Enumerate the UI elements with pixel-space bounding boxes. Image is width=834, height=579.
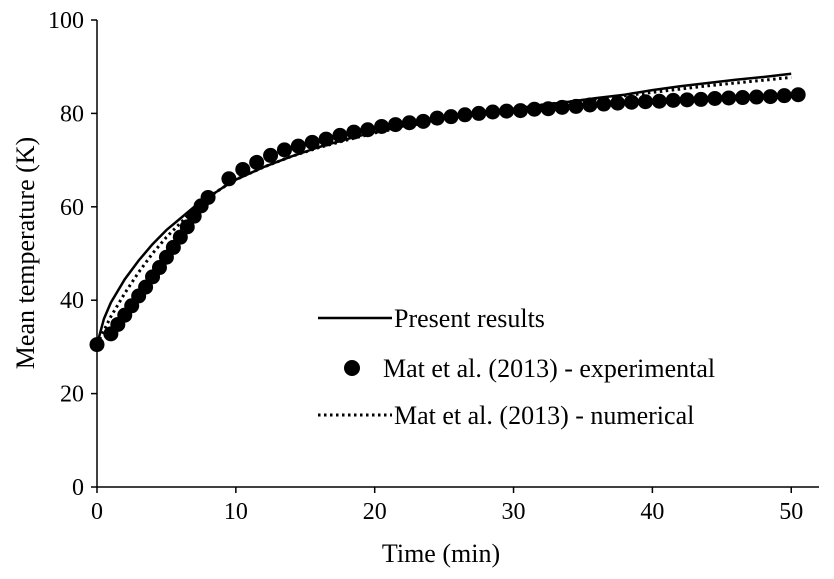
y-tick-label: 60 xyxy=(60,195,84,221)
y-tick-label: 20 xyxy=(60,382,84,408)
data-point-mat-et-al-2013-experimental xyxy=(443,109,459,125)
data-point-mat-et-al-2013-experimental xyxy=(624,94,640,110)
data-point-mat-et-al-2013-experimental xyxy=(318,131,334,147)
data-point-mat-et-al-2013-experimental xyxy=(526,101,542,117)
data-point-mat-et-al-2013-experimental xyxy=(651,93,667,109)
data-point-mat-et-al-2013-experimental xyxy=(276,142,292,158)
data-point-mat-et-al-2013-experimental xyxy=(665,92,681,108)
data-point-mat-et-al-2013-experimental xyxy=(221,171,237,187)
data-point-mat-et-al-2013-experimental xyxy=(304,134,320,150)
y-tick-label: 0 xyxy=(72,475,84,501)
legend-label-numerical: Mat et al. (2013) - numerical xyxy=(394,401,694,430)
data-point-mat-et-al-2013-experimental xyxy=(485,104,501,120)
data-point-mat-et-al-2013-experimental xyxy=(749,89,765,105)
legend-marker-experimental xyxy=(344,360,360,376)
y-tick-label: 40 xyxy=(60,288,84,314)
plot-area xyxy=(96,20,819,488)
data-point-mat-et-al-2013-experimental xyxy=(415,113,431,129)
x-tick-label: 30 xyxy=(502,499,526,525)
data-point-mat-et-al-2013-experimental xyxy=(554,99,570,115)
data-point-mat-et-al-2013-experimental xyxy=(249,154,265,170)
x-tick-label: 10 xyxy=(224,499,248,525)
data-point-mat-et-al-2013-experimental xyxy=(721,90,737,106)
axis-ticks: 0 10 20 30 40 50 0 20 40 60 80 100 xyxy=(48,8,803,525)
data-point-mat-et-al-2013-experimental xyxy=(790,87,806,103)
data-point-mat-et-al-2013-experimental xyxy=(429,110,445,126)
x-tick-label: 50 xyxy=(779,499,803,525)
data-point-mat-et-al-2013-experimental xyxy=(374,118,390,134)
data-point-mat-et-al-2013-experimental xyxy=(637,94,653,110)
data-point-mat-et-al-2013-experimental xyxy=(693,91,709,107)
data-point-mat-et-al-2013-experimental xyxy=(776,88,792,104)
x-tick-label: 20 xyxy=(363,499,387,525)
x-tick-label: 0 xyxy=(91,499,103,525)
data-point-mat-et-al-2013-experimental xyxy=(179,219,195,235)
y-tick-label: 100 xyxy=(48,8,84,34)
data-point-mat-et-al-2013-experimental xyxy=(610,95,626,111)
data-point-mat-et-al-2013-experimental xyxy=(332,127,348,143)
data-point-mat-et-al-2013-experimental xyxy=(512,103,528,119)
series-line-present-results xyxy=(95,72,792,345)
series-layer xyxy=(89,72,806,353)
data-point-mat-et-al-2013-experimental xyxy=(263,147,279,163)
data-point-mat-et-al-2013-experimental xyxy=(388,117,404,133)
data-point-mat-et-al-2013-experimental xyxy=(679,92,695,108)
data-point-mat-et-al-2013-experimental xyxy=(707,90,723,106)
data-point-mat-et-al-2013-experimental xyxy=(582,97,598,113)
data-point-mat-et-al-2013-experimental xyxy=(290,138,306,154)
data-point-mat-et-al-2013-experimental xyxy=(735,90,751,106)
data-point-mat-et-al-2013-experimental xyxy=(540,101,556,117)
data-point-mat-et-al-2013-experimental xyxy=(401,115,417,131)
x-axis-title: Time (min) xyxy=(382,539,500,568)
legend-label-present-results: Present results xyxy=(394,304,545,333)
data-point-mat-et-al-2013-experimental xyxy=(360,122,376,138)
data-point-mat-et-al-2013-experimental xyxy=(762,89,778,105)
legend-label-experimental: Mat et al. (2013) - experimental xyxy=(383,354,715,383)
data-point-mat-et-al-2013-experimental xyxy=(235,161,251,177)
series-line-mat-et-al-2013-numerical xyxy=(95,75,792,346)
y-axis-title: Mean temperature (K) xyxy=(11,137,40,369)
legend: Present results Mat et al. (2013) - expe… xyxy=(318,304,715,430)
y-tick-label: 80 xyxy=(60,101,84,127)
x-tick-label: 40 xyxy=(640,499,664,525)
data-point-mat-et-al-2013-experimental xyxy=(471,105,487,121)
data-point-mat-et-al-2013-experimental xyxy=(596,96,612,112)
